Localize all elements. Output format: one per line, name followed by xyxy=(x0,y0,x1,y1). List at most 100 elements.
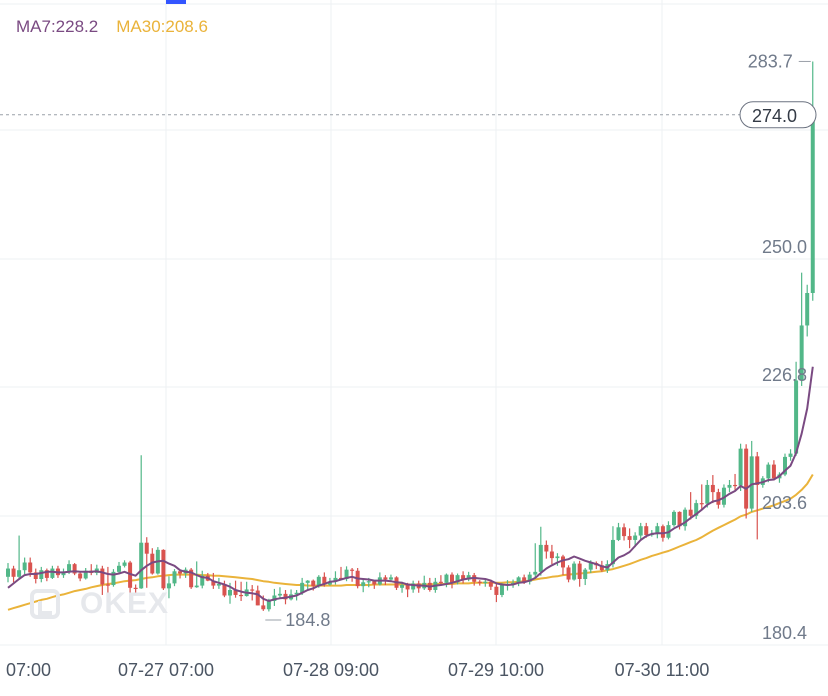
candle xyxy=(538,526,543,576)
candle xyxy=(377,572,382,586)
candle xyxy=(272,588,277,606)
candle xyxy=(122,560,127,568)
candle xyxy=(289,589,294,601)
candle-body xyxy=(483,581,488,583)
candle-body xyxy=(327,581,332,585)
candle xyxy=(616,522,621,542)
candle xyxy=(477,580,482,586)
candle-body xyxy=(344,569,349,579)
candle-body xyxy=(228,590,232,596)
candle xyxy=(738,443,743,491)
candle xyxy=(788,449,793,461)
candle xyxy=(144,537,149,588)
candle-body xyxy=(33,572,38,579)
candle xyxy=(683,507,688,531)
candle xyxy=(688,492,693,520)
candle xyxy=(33,568,38,584)
candle-body xyxy=(250,589,255,591)
candle xyxy=(549,544,554,565)
candle xyxy=(166,576,171,599)
last-price-tag-box xyxy=(739,101,817,129)
candle xyxy=(694,499,699,520)
candle-body xyxy=(616,527,621,540)
candle-body xyxy=(350,569,355,571)
y-tick-label: 250.0 xyxy=(762,237,807,257)
candle xyxy=(516,576,521,587)
candle xyxy=(672,510,676,527)
candle-body xyxy=(111,571,116,586)
ma7-line xyxy=(7,366,814,602)
candle xyxy=(172,569,177,587)
candle-body xyxy=(694,503,699,516)
candle-body xyxy=(17,570,22,577)
candle-body xyxy=(672,511,676,526)
candle-body xyxy=(527,574,532,582)
candle xyxy=(655,522,660,539)
candle-body xyxy=(799,325,804,381)
candle xyxy=(78,571,83,582)
candle-body xyxy=(783,456,787,475)
candle xyxy=(699,484,704,510)
candle-body xyxy=(572,563,577,580)
candle-body xyxy=(677,511,682,527)
candle xyxy=(450,572,454,589)
candle-body xyxy=(638,526,643,536)
x-tick-label: 07-27 07:00 xyxy=(118,660,214,680)
candle xyxy=(222,580,227,598)
candle xyxy=(610,526,615,568)
candle-body xyxy=(644,526,649,535)
ma30-legend: MA30:208.6 xyxy=(116,17,208,36)
candle xyxy=(438,575,443,585)
candle-body xyxy=(366,581,371,583)
candle xyxy=(83,568,88,580)
candle-body xyxy=(577,563,582,579)
candle-body xyxy=(255,590,260,606)
candle-body xyxy=(361,582,366,587)
candle-body xyxy=(477,581,482,583)
candle xyxy=(744,444,749,519)
candle-body xyxy=(738,448,743,486)
candle xyxy=(44,568,49,582)
candle xyxy=(189,568,194,589)
candle xyxy=(527,571,532,585)
candle xyxy=(766,462,771,483)
x-tick-label: 07:00 xyxy=(6,660,51,680)
candle xyxy=(350,568,355,582)
candle-body xyxy=(67,564,72,573)
candle-body xyxy=(705,484,710,504)
y-tick-label: 226.8 xyxy=(762,365,807,385)
candle xyxy=(422,575,427,590)
candle-body xyxy=(117,565,121,572)
grid xyxy=(0,0,828,646)
candle-body xyxy=(50,568,55,578)
candle-body xyxy=(78,573,83,579)
candles xyxy=(6,61,815,612)
candle xyxy=(799,272,804,386)
candle-body xyxy=(788,453,793,457)
candle-body xyxy=(683,509,688,527)
candle-body xyxy=(549,551,554,559)
candle-body xyxy=(383,577,388,580)
candle-body xyxy=(566,567,571,580)
candle xyxy=(755,451,760,540)
candle xyxy=(566,565,571,583)
candle xyxy=(111,569,116,587)
candle-body xyxy=(294,592,299,595)
candle-body xyxy=(283,593,288,600)
candle-body xyxy=(189,569,194,588)
candle xyxy=(533,543,538,578)
x-tick-label: 07-29 10:00 xyxy=(448,660,544,680)
candle-body xyxy=(444,574,449,583)
candle-body xyxy=(538,544,543,572)
candle xyxy=(89,564,94,576)
candle-body xyxy=(144,542,149,554)
candle-body xyxy=(494,586,499,595)
candle xyxy=(455,573,460,585)
candle xyxy=(577,560,582,587)
candle xyxy=(411,580,416,593)
candle-body xyxy=(533,571,538,575)
candle xyxy=(22,557,27,575)
candle-body xyxy=(11,568,16,577)
candle xyxy=(277,587,282,598)
